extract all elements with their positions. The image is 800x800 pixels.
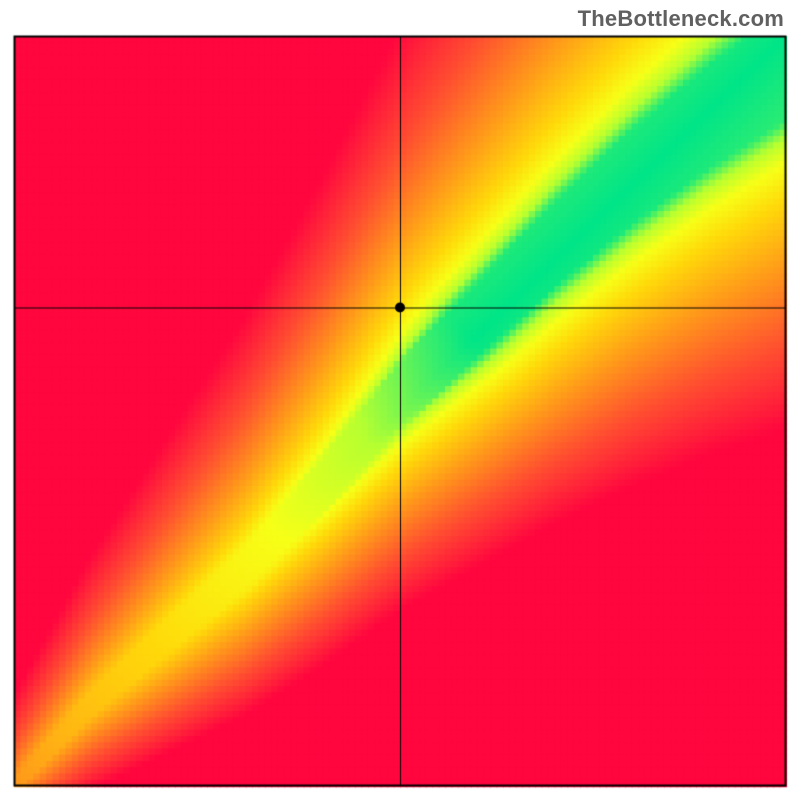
watermark-text: TheBottleneck.com xyxy=(578,6,784,32)
heatmap-canvas xyxy=(0,0,800,800)
chart-container: TheBottleneck.com xyxy=(0,0,800,800)
